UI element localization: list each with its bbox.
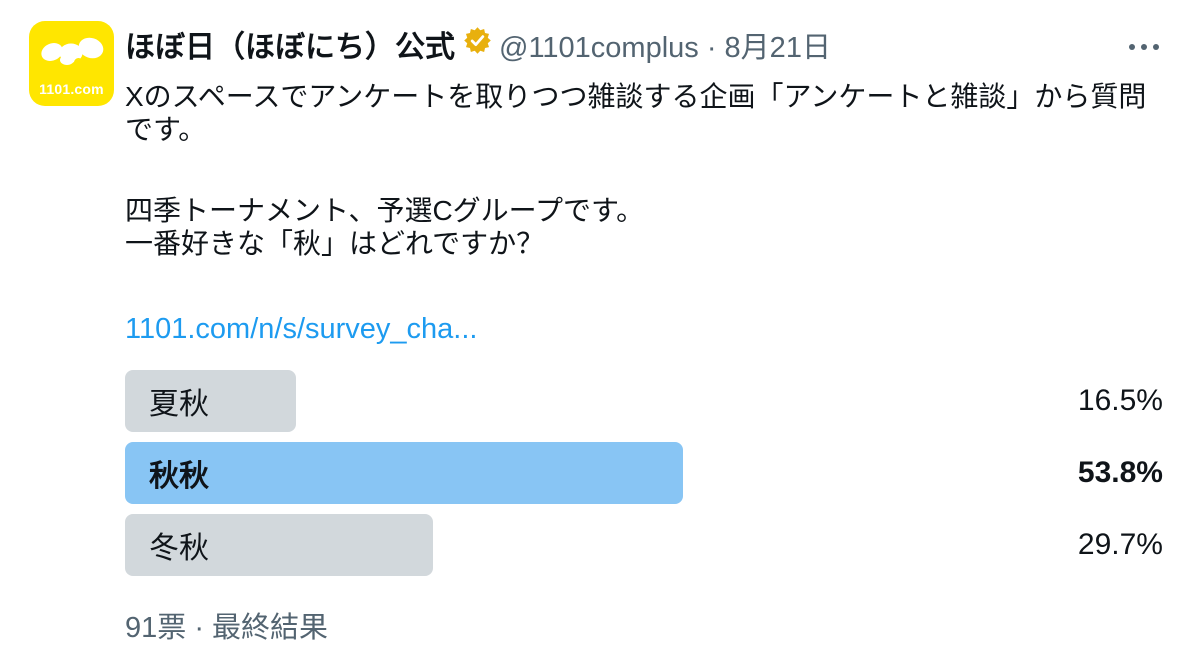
survey-link[interactable]: 1101.com/n/s/survey_cha... — [125, 313, 478, 345]
poll-footer-votes: 91票 · 最終結果 — [125, 612, 329, 644]
poll-option-percent: 53.8% — [1077, 456, 1163, 489]
tweet-text-paragraph-1: Xのスペースでアンケートを取りつつ雑談する企画「アンケートと雑談」から質問です。 — [125, 81, 1147, 145]
more-options-button[interactable] — [1125, 40, 1163, 54]
tweet-text-line: 四季トーナメント、予選Cグループです。 — [125, 195, 645, 226]
more-dot-icon — [1141, 44, 1147, 50]
poll-bar: 秋秋 — [125, 442, 684, 504]
poll-option-row: 冬秋 29.7% — [125, 514, 1163, 576]
poll-option-label: 秋秋 — [149, 460, 209, 493]
profile-avatar[interactable]: 1101.com — [29, 21, 114, 106]
poll-option-percent: 29.7% — [1077, 528, 1163, 561]
tweet-text-line: 一番好きな「秋」はどれですか？ — [125, 228, 545, 259]
avatar-caption: 1101.com — [39, 81, 104, 97]
poll-bar: 冬秋 — [125, 514, 434, 576]
poll-results: 夏秋 16.5% 秋秋 53.8% 冬秋 29.7% 91票 · 最終結果 — [125, 370, 1163, 646]
hobonichi-dog-logo-icon — [40, 35, 104, 78]
poll-option-row-winner: 秋秋 53.8% — [125, 442, 1163, 504]
more-dot-icon — [1153, 44, 1159, 50]
poll-option-label: 夏秋 — [149, 388, 209, 421]
more-dot-icon — [1129, 44, 1135, 50]
poll-option-row: 夏秋 16.5% — [125, 370, 1163, 432]
gold-verified-icon — [463, 26, 492, 70]
handle-and-date[interactable]: @1101complus · 8月21日 — [499, 32, 831, 64]
tweet-container: ほぼ日（ほぼにち）公式 @1101complus · 8月21日 Xのスペースで… — [125, 0, 1163, 646]
poll-option-percent: 16.5% — [1077, 384, 1163, 417]
link-row: 1101.com/n/s/survey_cha... — [125, 313, 1163, 346]
display-name[interactable]: ほぼ日（ほぼにち）公式 — [125, 31, 455, 64]
tweet-text-paragraph-2: 四季トーナメント、予選Cグループです。 一番好きな「秋」はどれですか？ — [125, 194, 1163, 260]
tweet-header: ほぼ日（ほぼにち）公式 @1101complus · 8月21日 — [125, 26, 1163, 70]
poll-option-label: 冬秋 — [149, 532, 209, 565]
poll-bar: 夏秋 — [125, 370, 297, 432]
